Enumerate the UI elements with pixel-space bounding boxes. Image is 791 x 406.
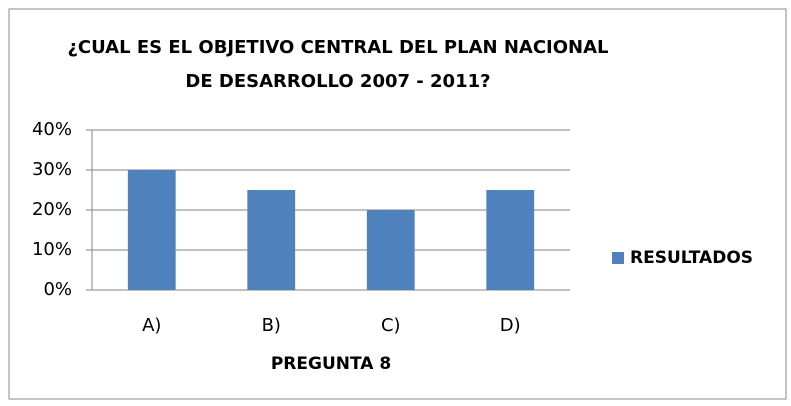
chart-title: ¿CUAL ES EL OBJETIVO CENTRAL DEL PLAN NA… bbox=[67, 37, 608, 58]
x-tick-label: C) bbox=[381, 315, 401, 336]
x-tick-label: B) bbox=[262, 315, 281, 336]
legend-swatch bbox=[612, 252, 624, 264]
x-tick-label: D) bbox=[500, 315, 521, 336]
bar bbox=[486, 190, 535, 290]
y-tick-label: 30% bbox=[32, 159, 72, 180]
bar bbox=[247, 190, 296, 290]
y-tick-label: 10% bbox=[32, 239, 72, 260]
chart-title: DE DESARROLLO 2007 - 2011? bbox=[185, 71, 490, 92]
legend-label: RESULTADOS bbox=[630, 248, 753, 268]
x-tick-label: A) bbox=[142, 315, 161, 336]
bar bbox=[127, 170, 176, 290]
bar bbox=[366, 210, 415, 290]
y-tick-label: 20% bbox=[32, 199, 72, 220]
y-tick-label: 40% bbox=[32, 119, 72, 140]
chart-frame bbox=[8, 8, 787, 400]
y-tick-label: 0% bbox=[43, 279, 72, 300]
x-axis-label: PREGUNTA 8 bbox=[271, 354, 391, 374]
